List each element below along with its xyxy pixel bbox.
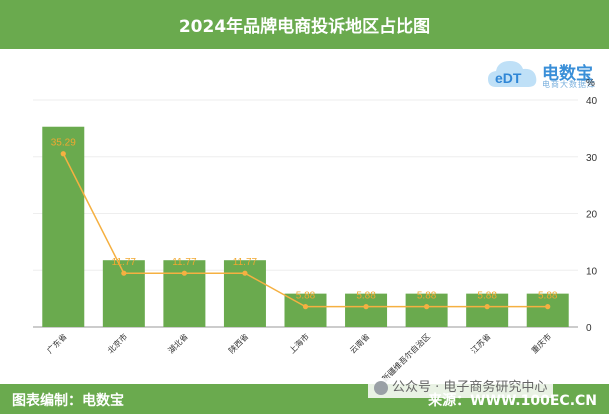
footer-credit: 图表编制：电数宝 — [12, 393, 124, 409]
data-label-1: 11.77 — [112, 257, 137, 268]
x-tick-label-3: 陕西省 — [226, 331, 250, 355]
x-tick-label-6: 新疆维吾尔自治区 — [380, 331, 432, 383]
chart-title: 2024年品牌电商投诉地区占比图 — [178, 17, 431, 37]
watermark-text: 公众号 · 电子商务研究中心 — [392, 380, 548, 395]
logo-mark-text: eDT — [495, 70, 522, 86]
data-label-3: 11.77 — [233, 257, 258, 268]
line-point-8 — [545, 304, 551, 310]
y-tick-label-0: 0 — [586, 323, 592, 334]
data-label-4: 5.88 — [296, 291, 316, 302]
line-point-5 — [363, 304, 369, 310]
line-point-3 — [242, 270, 248, 276]
bar-1 — [102, 260, 145, 327]
y-tick-label-2: 20 — [586, 210, 598, 221]
wechat-icon — [374, 381, 388, 395]
y-axis-unit: % — [586, 78, 595, 89]
data-label-2: 11.77 — [172, 257, 197, 268]
x-tick-label-4: 上海市 — [287, 331, 311, 355]
x-tick-label-8: 重庆市 — [529, 331, 553, 355]
data-label-6: 5.88 — [417, 291, 437, 302]
bar-chart: 0 10 20 30 40% 广东省 北京市 湖北省 陕西省 上海市 云南省 新疆维吾尔自治区 江苏省 重… — [33, 78, 598, 384]
line-point-1 — [121, 270, 127, 276]
logo-name: 电数宝 — [542, 64, 593, 84]
bar-0 — [42, 126, 85, 327]
line-point-6 — [424, 304, 430, 310]
brand-logo: eDT 电数宝 电商大数据库 — [486, 55, 606, 95]
cloud-logo-icon: eDT — [488, 61, 537, 87]
x-tick-label-5: 云南省 — [347, 331, 371, 355]
bar-3 — [223, 260, 266, 327]
bar-8 — [526, 293, 569, 327]
x-tick-label-0: 广东省 — [45, 331, 69, 355]
x-tick-label-7: 江苏省 — [469, 331, 493, 355]
y-tick-label-1: 10 — [586, 266, 598, 277]
data-label-5: 5.88 — [356, 291, 376, 302]
bar-2 — [163, 260, 206, 327]
chart-title-bar: 2024年品牌电商投诉地区占比图 — [0, 0, 609, 49]
bar-6 — [405, 293, 448, 327]
line-point-7 — [484, 304, 490, 310]
line-point-0 — [60, 151, 66, 157]
x-tick-label-1: 北京市 — [105, 331, 129, 355]
bar-7 — [466, 293, 509, 327]
x-tick-label-2: 湖北省 — [166, 331, 190, 355]
data-label-8: 5.88 — [538, 291, 558, 302]
line-point-2 — [181, 270, 187, 276]
y-tick-label-4: 40 — [586, 96, 598, 107]
footer-bar: 图表编制：电数宝 来源：WWW.100EC.CN — [0, 384, 609, 414]
data-label-0: 35.29 — [51, 138, 76, 149]
logo-tagline: 电商大数据库 — [542, 80, 596, 89]
watermark: 公众号 · 电子商务研究中心 — [368, 378, 554, 398]
y-tick-label-3: 30 — [586, 153, 598, 164]
line-point-4 — [302, 304, 309, 310]
data-label-7: 5.88 — [477, 291, 497, 302]
bar-5 — [345, 293, 388, 327]
